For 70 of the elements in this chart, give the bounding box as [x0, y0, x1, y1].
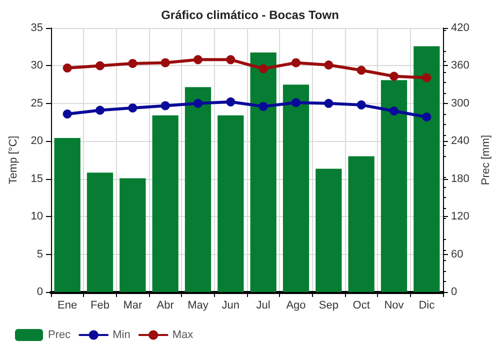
- y2-tick-label: 360: [451, 60, 470, 72]
- x-tick-label: May: [188, 300, 209, 312]
- point: [62, 63, 72, 72]
- x-tick-label: Sep: [318, 300, 338, 312]
- y-tick-label: 0: [36, 286, 43, 298]
- y-tick-label: 10: [30, 210, 43, 223]
- point: [324, 60, 334, 70]
- point: [62, 109, 72, 118]
- point: [292, 58, 300, 68]
- point: [160, 101, 170, 110]
- legend-label: Prec: [48, 329, 72, 341]
- y2-tick-label: 180: [451, 172, 470, 185]
- point: [258, 102, 268, 111]
- point: [194, 98, 202, 108]
- point: [96, 106, 104, 115]
- y2-tick-label: 240: [451, 135, 470, 148]
- legend-label: Max: [172, 329, 194, 341]
- y2-tick-label: 0: [451, 286, 458, 298]
- bar: [348, 156, 374, 292]
- y-tick-label: 30: [30, 60, 43, 72]
- point: [194, 55, 202, 64]
- point: [422, 73, 432, 82]
- bar: [380, 80, 408, 292]
- x-tick-label: Ago: [286, 300, 306, 312]
- x-tick-label: Oct: [352, 300, 370, 312]
- point: [128, 58, 138, 68]
- bar: [152, 115, 178, 292]
- point: [292, 98, 300, 108]
- point: [390, 72, 398, 81]
- y2-tick-label: 420: [451, 22, 470, 34]
- x-tick-label: Abr: [156, 300, 174, 312]
- chart-title: Gráfico climático - Bocas Town: [161, 8, 339, 22]
- y-axis-title: Temp [°C]: [8, 136, 20, 184]
- x-tick-label: Nov: [384, 300, 404, 312]
- bar: [218, 115, 244, 292]
- x-tick-label: Ene: [58, 300, 78, 312]
- y2-axis-title: Prec [mm]: [480, 134, 492, 186]
- x-tick-label: Jul: [256, 300, 270, 312]
- point: [226, 97, 236, 106]
- y2-tick-label: 300: [451, 97, 470, 110]
- bar: [86, 172, 114, 292]
- point: [390, 106, 398, 116]
- y-tick-label: 35: [30, 22, 43, 34]
- bar: [184, 87, 212, 292]
- point: [422, 112, 432, 122]
- x-tick-label: Jun: [222, 300, 240, 312]
- point: [258, 64, 268, 74]
- x-tick-label: Feb: [90, 300, 110, 312]
- bar: [120, 178, 146, 292]
- point: [324, 98, 334, 108]
- x-tick-label: Dic: [418, 300, 436, 312]
- point: [356, 100, 366, 110]
- y2-tick-label: 120: [451, 210, 470, 223]
- point: [160, 58, 170, 68]
- bar: [250, 52, 276, 292]
- bar: [54, 138, 80, 292]
- bar: [414, 46, 440, 292]
- legend-label: Min: [112, 329, 130, 341]
- bar: [316, 168, 342, 292]
- y-tick-label: 20: [30, 135, 43, 148]
- point: [226, 55, 236, 64]
- point: [128, 103, 138, 112]
- point: [356, 66, 366, 75]
- y2-tick-label: 60: [451, 248, 464, 260]
- x-tick-label: Mar: [123, 300, 142, 312]
- y-tick-label: 5: [36, 248, 43, 260]
- point: [96, 61, 104, 70]
- y-tick-label: 25: [30, 97, 43, 110]
- bar: [282, 84, 310, 292]
- y-tick-label: 15: [30, 172, 43, 185]
